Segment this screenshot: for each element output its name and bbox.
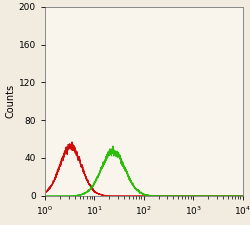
Y-axis label: Counts: Counts	[6, 84, 16, 118]
